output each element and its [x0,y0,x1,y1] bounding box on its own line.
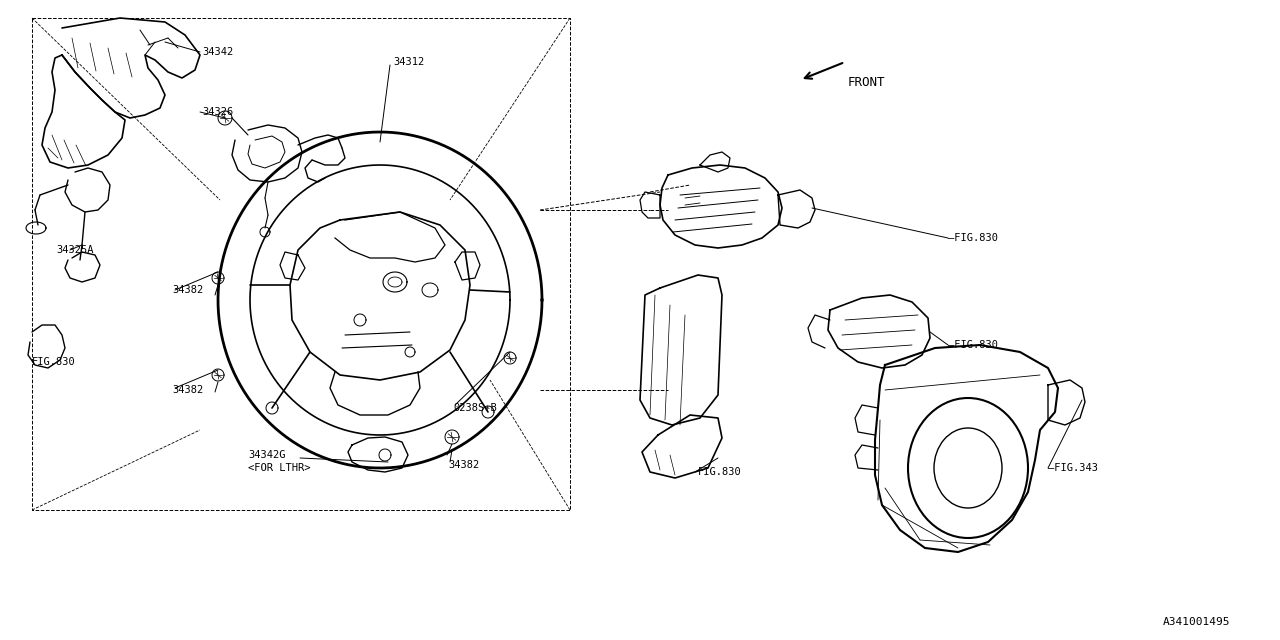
Text: 34382: 34382 [448,460,479,470]
Text: 34342: 34342 [202,47,233,57]
Text: <FOR LTHR>: <FOR LTHR> [248,463,311,473]
Text: FIG.830: FIG.830 [698,467,741,477]
Text: 34326: 34326 [202,107,233,117]
Text: —FIG.343: —FIG.343 [1048,463,1098,473]
Text: 0238S∗B: 0238S∗B [453,403,497,413]
Text: 34382: 34382 [172,285,204,295]
Text: 34342G: 34342G [248,450,285,460]
Text: A341001495: A341001495 [1162,617,1230,627]
Text: FRONT: FRONT [849,76,886,88]
Text: FIG.830: FIG.830 [32,357,76,367]
Text: —FIG.830: —FIG.830 [948,340,998,350]
Text: 34382: 34382 [172,385,204,395]
Text: 34325A: 34325A [56,245,93,255]
Text: 34312: 34312 [393,57,424,67]
Text: —FIG.830: —FIG.830 [948,233,998,243]
